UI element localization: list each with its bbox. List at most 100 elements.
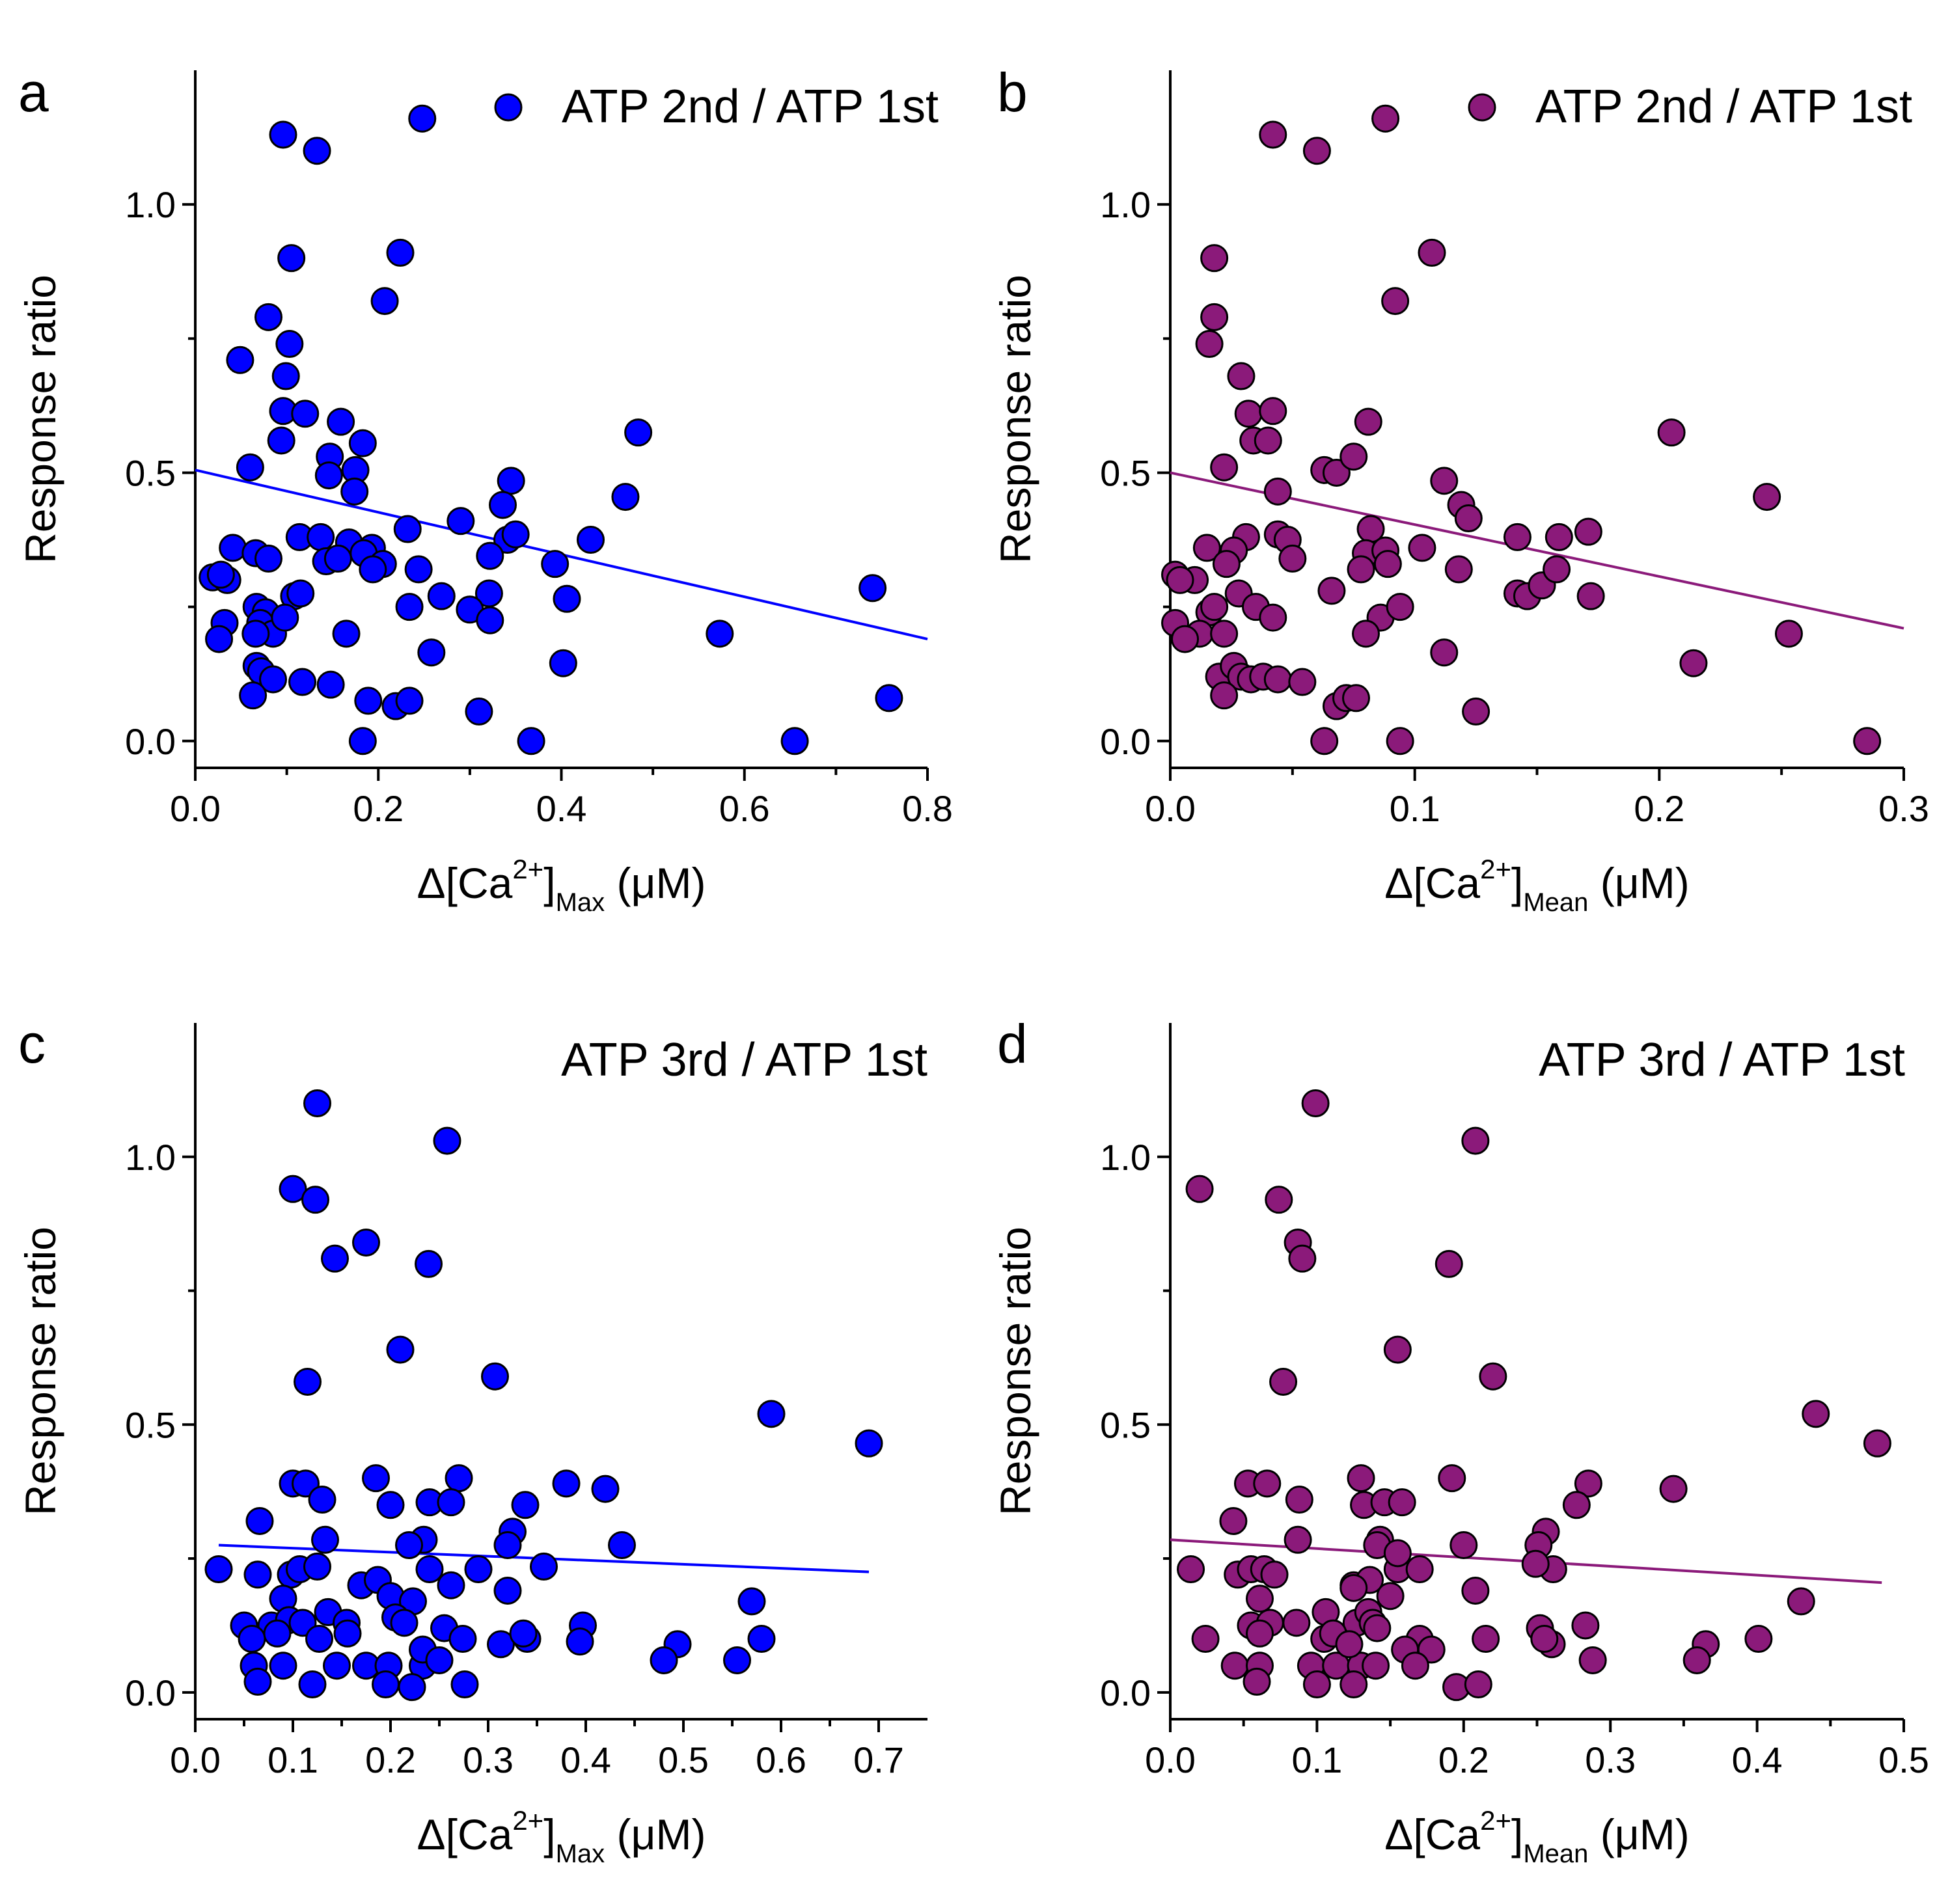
data-point (1362, 1652, 1390, 1680)
data-point (1774, 619, 1803, 648)
data-point (1200, 303, 1229, 331)
data-point (553, 584, 581, 613)
data-point (1371, 104, 1400, 133)
data-point (1195, 330, 1224, 359)
data-point (1383, 1335, 1412, 1364)
data-point (1210, 681, 1239, 710)
data-point (1571, 1611, 1600, 1640)
data-point (1317, 577, 1346, 605)
data-point (1376, 1582, 1405, 1611)
legend-marker (1468, 93, 1496, 122)
data-point (433, 1126, 461, 1155)
panel-letter: d (997, 1013, 1028, 1074)
data-point (1574, 517, 1602, 546)
data-point (1545, 523, 1573, 551)
data-point (1574, 1469, 1602, 1498)
data-point (323, 1652, 351, 1680)
data-point (608, 1531, 636, 1559)
data-point (1461, 1126, 1490, 1155)
data-point (1260, 1560, 1289, 1589)
data-point (1339, 1573, 1368, 1602)
data-point (311, 1525, 339, 1554)
data-point (1210, 453, 1239, 482)
data-point (1263, 665, 1292, 694)
data-point (333, 1619, 362, 1648)
data-point (1386, 727, 1414, 755)
x-tick-label: 0.3 (463, 1739, 514, 1780)
data-point (415, 1555, 444, 1584)
data-point (286, 579, 315, 608)
y-axis-label: Response ratio (991, 1227, 1039, 1516)
data-point (552, 1469, 581, 1498)
data-point (1802, 1400, 1830, 1428)
y-tick-label: 1.0 (1100, 184, 1151, 225)
data-point (445, 1464, 473, 1493)
data-point (321, 1244, 349, 1273)
data-point (1787, 1587, 1815, 1616)
data-point (1302, 137, 1331, 165)
data-point (650, 1646, 678, 1674)
data-point (1408, 534, 1436, 562)
data-point (425, 1646, 454, 1674)
data-point (450, 1670, 479, 1698)
data-point (1282, 1609, 1311, 1637)
data-point (372, 1670, 400, 1698)
data-point (1352, 619, 1380, 648)
data-point (1259, 397, 1287, 426)
data-point (390, 1609, 419, 1637)
data-point (1339, 442, 1368, 471)
data-point (1863, 1429, 1891, 1458)
data-point (386, 1335, 415, 1364)
data-point (858, 574, 887, 603)
data-point (437, 1488, 465, 1517)
regression-line (1170, 471, 1904, 630)
data-point (206, 560, 235, 589)
y-tick-label: 0.5 (1100, 452, 1151, 493)
y-axis-label: Response ratio (16, 275, 64, 564)
data-point (243, 1560, 272, 1589)
data-point (1657, 418, 1686, 447)
data-point (1461, 1576, 1490, 1605)
data-point (611, 483, 640, 511)
panel-b: b 0.0 0.1 0.2 0.3 0.0 0.5 1.0 Response ratio Δ[Ca… (991, 62, 1929, 917)
data-point (1288, 1244, 1317, 1273)
data-point (1185, 1175, 1214, 1203)
x-tick-label: 0.3 (1878, 788, 1929, 829)
data-point (1386, 593, 1414, 621)
x-axis-label: Δ[Ca2+]Mean (μM) (1384, 854, 1689, 917)
x-tick-label: 0.1 (1291, 1739, 1342, 1780)
y-tick-label: 0.5 (125, 452, 176, 493)
data-point (245, 1506, 274, 1535)
data-point (1462, 697, 1490, 726)
data-point (386, 238, 415, 267)
data-point (1191, 1625, 1220, 1653)
data-point (1578, 1646, 1607, 1674)
data-point (465, 697, 493, 726)
data-point (1347, 555, 1375, 584)
data-point (1449, 1531, 1478, 1559)
data-point (417, 638, 446, 667)
data-point (398, 1673, 426, 1702)
data-point (267, 426, 295, 455)
data-point (1259, 120, 1287, 149)
x-tick-label: 0.8 (902, 788, 953, 829)
y-tick-label: 0.0 (1100, 1672, 1151, 1713)
data-point (323, 544, 352, 573)
y-tick-label: 0.0 (125, 721, 176, 762)
x-tick-label: 0.2 (1438, 1739, 1489, 1780)
data-point (1679, 649, 1708, 677)
x-tick-label: 0.0 (1145, 788, 1196, 829)
data-point (780, 727, 809, 755)
data-point (269, 120, 297, 149)
data-point (307, 523, 335, 551)
data-point (205, 625, 234, 653)
data-point (1373, 550, 1402, 578)
x-tick-label: 0.4 (536, 788, 587, 829)
data-point (1438, 1464, 1466, 1493)
data-point (706, 619, 734, 648)
data-point (875, 684, 903, 713)
data-point (1682, 1646, 1711, 1674)
x-tick-label: 0.0 (170, 788, 221, 829)
data-point (254, 303, 282, 331)
legend-label: ATP 3rd / ATP 1st (561, 1034, 927, 1086)
